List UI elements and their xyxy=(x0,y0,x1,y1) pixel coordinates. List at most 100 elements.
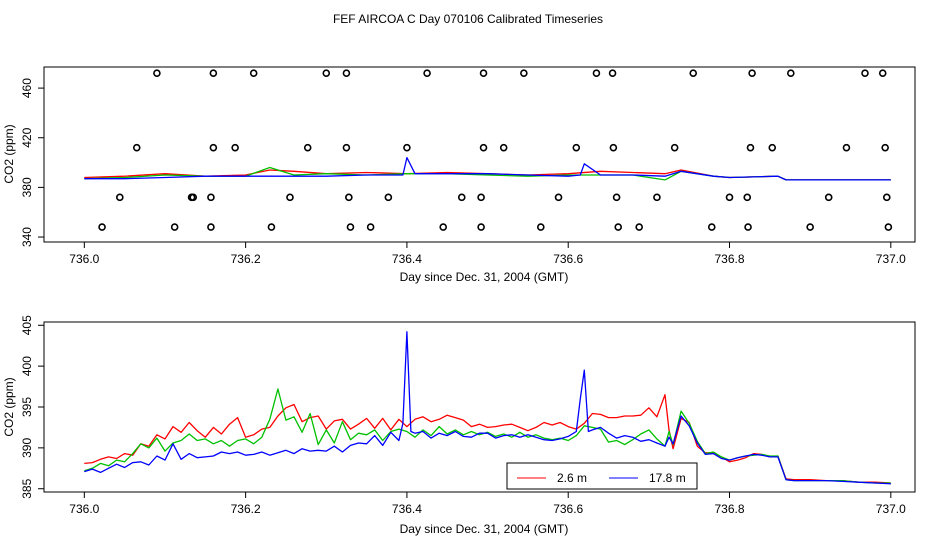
calibration-marker xyxy=(653,193,661,202)
bottom-y-tick-label: 405 xyxy=(20,315,34,335)
bottom-y-tick-label: 400 xyxy=(20,356,34,376)
calibration-marker xyxy=(520,69,528,78)
calibration-marker xyxy=(207,223,215,231)
calibration-marker xyxy=(303,143,312,152)
calibration-marker xyxy=(153,69,161,78)
calibration-marker xyxy=(707,223,716,231)
bottom-y-axis-label: CO2 (ppm) xyxy=(2,377,16,436)
bottom-x-axis-label: Day since Dec. 31, 2004 (GMT) xyxy=(400,522,569,536)
calibration-marker xyxy=(267,223,276,231)
bottom-plot-frame xyxy=(43,321,916,493)
calibration-marker xyxy=(554,193,563,202)
calibration-marker xyxy=(608,69,617,78)
top-y-tick-label: 420 xyxy=(20,127,34,147)
calibration-marker xyxy=(209,143,218,152)
calibration-marker xyxy=(881,143,889,152)
bottom-series-line-green xyxy=(84,388,891,484)
bottom-x-tick-label: 736.8 xyxy=(714,502,744,516)
calibration-marker xyxy=(572,143,581,152)
bottom-series-line-17-8-m xyxy=(84,331,891,485)
calibration-marker xyxy=(725,193,734,202)
top-y-tick-label: 460 xyxy=(20,78,34,98)
top-y-tick-label: 380 xyxy=(20,177,34,197)
legend-box xyxy=(506,462,698,490)
bottom-x-tick-label: 737.0 xyxy=(876,502,906,516)
top-x-tick-label: 736.0 xyxy=(69,252,99,266)
bottom-x-tick-label: 736.2 xyxy=(231,502,261,516)
calibration-marker xyxy=(744,223,752,231)
calibration-marker xyxy=(209,69,218,78)
legend-label-17-8m: 17.8 m xyxy=(649,471,686,485)
calibration-marker xyxy=(132,143,141,152)
calibration-marker xyxy=(170,223,179,231)
bottom-x-tick-label: 736.4 xyxy=(392,502,422,516)
calibration-marker xyxy=(824,193,833,202)
bottom-x-tick-label: 736.0 xyxy=(69,502,99,516)
calibration-marker xyxy=(322,69,331,78)
calibration-marker xyxy=(499,143,508,152)
calibration-marker xyxy=(98,223,106,231)
calibration-marker xyxy=(345,193,353,202)
top-y-axis-label: CO2 (ppm) xyxy=(2,124,16,183)
calibration-marker xyxy=(342,69,351,78)
bottom-y-axis: 385 390 395 400 405 xyxy=(20,315,44,499)
calibration-marker xyxy=(457,193,466,202)
calibration-marker xyxy=(116,193,124,202)
calibration-marker xyxy=(878,69,887,78)
calibration-marker xyxy=(231,143,239,152)
calibration-marker xyxy=(882,193,891,202)
top-panel: 736.0 736.2 736.4 736.6 736.8 737.0 340 380 420… xyxy=(2,66,916,284)
top-y-axis: 340 380 420 460 xyxy=(20,78,44,247)
calibration-marker xyxy=(346,223,355,231)
calibration-marker xyxy=(479,69,488,78)
calibration-marker xyxy=(670,143,679,152)
calibration-marker xyxy=(635,223,643,231)
bottom-panel: 736.0 736.2 736.4 736.6 736.8 737.0 385 390 395… xyxy=(2,315,916,536)
calibration-marker xyxy=(189,193,197,202)
calibration-marker xyxy=(614,223,623,231)
calibration-marker xyxy=(612,193,621,202)
top-series-line-blue xyxy=(84,156,891,181)
calibration-marker xyxy=(477,193,485,202)
calibration-marker xyxy=(743,193,752,202)
calibration-marker xyxy=(689,69,698,78)
calibration-marker xyxy=(746,143,755,152)
calibration-marker xyxy=(536,223,545,231)
calibration-marker xyxy=(439,223,448,231)
calibration-marker xyxy=(592,69,601,78)
top-x-tick-label: 736.6 xyxy=(553,252,583,266)
calibration-marker xyxy=(477,223,485,231)
calibration-marker xyxy=(806,223,814,231)
top-series xyxy=(84,156,891,181)
calibration-marker xyxy=(748,69,756,78)
calibration-marker xyxy=(609,143,618,152)
top-x-tick-label: 737.0 xyxy=(876,252,906,266)
bottom-y-tick-label: 385 xyxy=(20,478,34,498)
calibration-marker xyxy=(768,143,777,152)
top-x-tick-label: 736.8 xyxy=(714,252,744,266)
calibration-marker xyxy=(861,69,869,78)
bottom-y-tick-label: 390 xyxy=(20,438,34,458)
calibration-marker xyxy=(884,223,893,231)
calibration-marker xyxy=(249,69,258,78)
calibration-marker xyxy=(423,69,431,78)
calibration-marker xyxy=(342,143,351,152)
calibration-marker xyxy=(479,143,488,152)
top-x-axis: 736.0 736.2 736.4 736.6 736.8 737.0 xyxy=(69,242,906,266)
top-x-tick-label: 736.4 xyxy=(392,252,422,266)
top-calibration-markers xyxy=(98,69,893,231)
calibration-marker xyxy=(207,193,215,202)
calibration-marker xyxy=(403,143,411,152)
bottom-x-tick-label: 736.6 xyxy=(553,502,583,516)
top-y-tick-label: 340 xyxy=(20,227,34,247)
bottom-series xyxy=(84,331,891,485)
top-plot-frame xyxy=(43,66,916,243)
figure-title: FEF AIRCOA C Day 070106 Calibrated Times… xyxy=(333,12,603,26)
calibration-marker xyxy=(842,143,851,152)
top-x-tick-label: 736.2 xyxy=(231,252,261,266)
calibration-marker xyxy=(366,223,375,231)
bottom-x-axis: 736.0 736.2 736.4 736.6 736.8 737.0 xyxy=(69,492,906,516)
calibration-marker xyxy=(286,193,294,202)
bottom-legend: 2.6 m 17.8 m xyxy=(506,462,698,490)
